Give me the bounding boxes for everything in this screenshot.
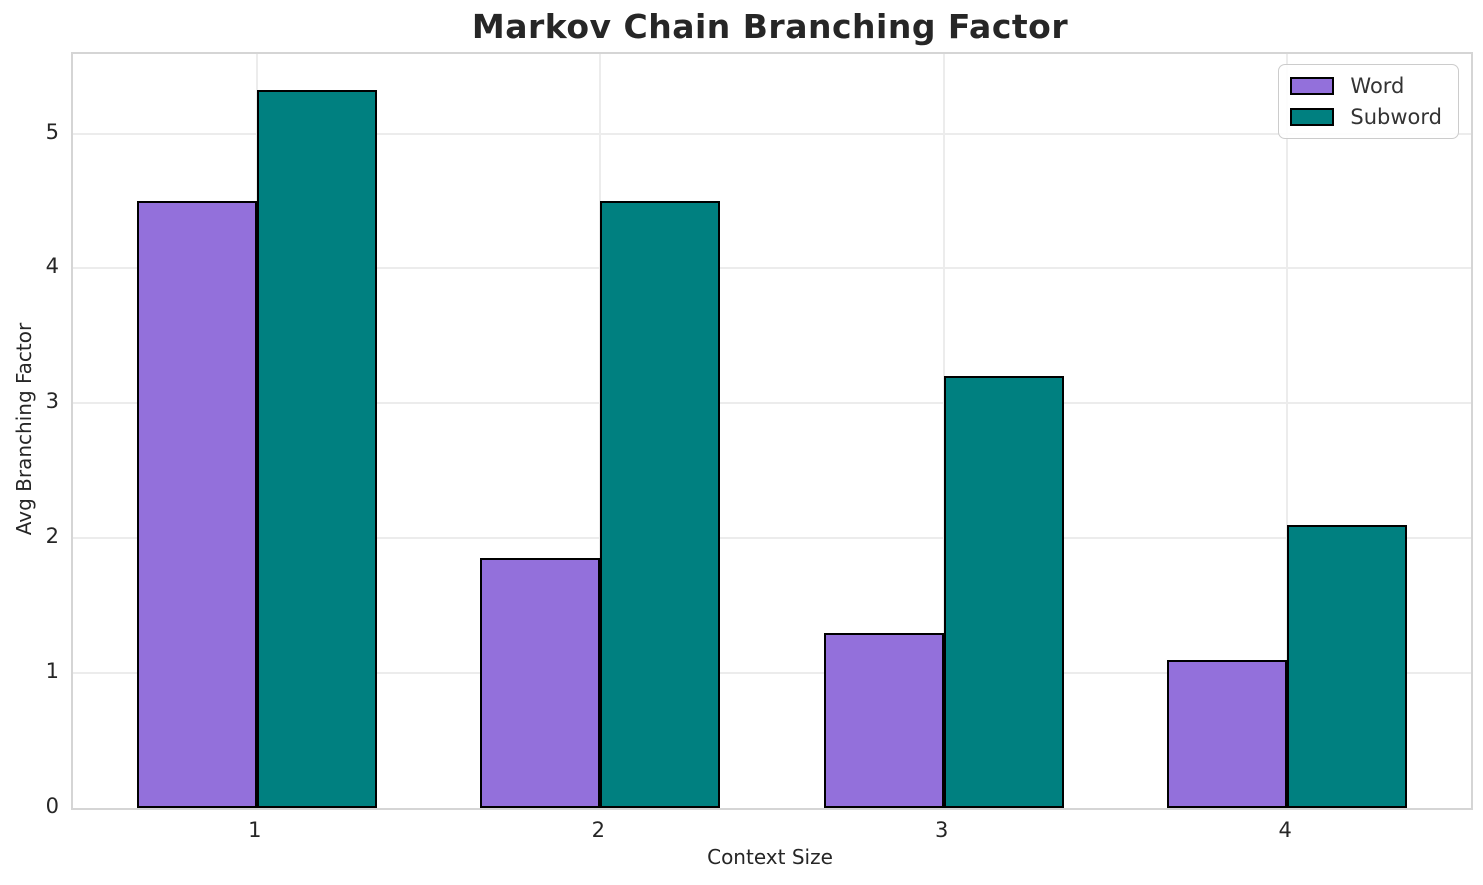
bar-subword-2 — [600, 201, 721, 808]
legend-entry-word: Word — [1290, 74, 1442, 98]
x-tick-label: 4 — [1278, 818, 1292, 842]
y-tick-label: 5 — [45, 119, 59, 144]
bar-word-2 — [480, 558, 601, 808]
y-tick-label: 2 — [45, 524, 59, 549]
x-tick-label: 1 — [248, 818, 262, 842]
horizontal-gridline — [73, 672, 1471, 675]
legend-swatch-subword — [1290, 108, 1335, 126]
y-tick-label: 0 — [45, 794, 59, 818]
horizontal-gridline — [73, 132, 1471, 135]
legend: Word Subword — [1278, 64, 1459, 139]
legend-swatch-word — [1290, 77, 1335, 95]
y-axis-label: Avg Branching Factor — [12, 322, 36, 536]
y-tick-label: 1 — [45, 659, 59, 684]
horizontal-gridline — [73, 537, 1471, 540]
plot-area — [71, 52, 1473, 810]
bar-word-3 — [823, 632, 944, 808]
bar-subword-1 — [256, 90, 377, 808]
chart-title: Markov Chain Branching Factor — [471, 7, 1069, 46]
legend-label: Subword — [1350, 105, 1442, 129]
y-tick-label: 4 — [45, 254, 59, 279]
legend-entry-subword: Subword — [1290, 105, 1442, 129]
horizontal-gridline — [73, 267, 1471, 270]
bar-word-1 — [136, 201, 257, 808]
horizontal-gridline — [73, 402, 1471, 405]
x-axis-label: Context Size — [707, 845, 833, 869]
bar-word-4 — [1167, 659, 1288, 808]
x-tick-label: 3 — [935, 818, 949, 842]
x-tick-label: 2 — [591, 818, 605, 842]
vertical-gridline — [1286, 54, 1289, 808]
bar-subword-3 — [943, 376, 1064, 808]
y-tick-label: 3 — [45, 389, 59, 414]
bar-subword-4 — [1287, 524, 1408, 808]
legend-label: Word — [1350, 74, 1405, 98]
